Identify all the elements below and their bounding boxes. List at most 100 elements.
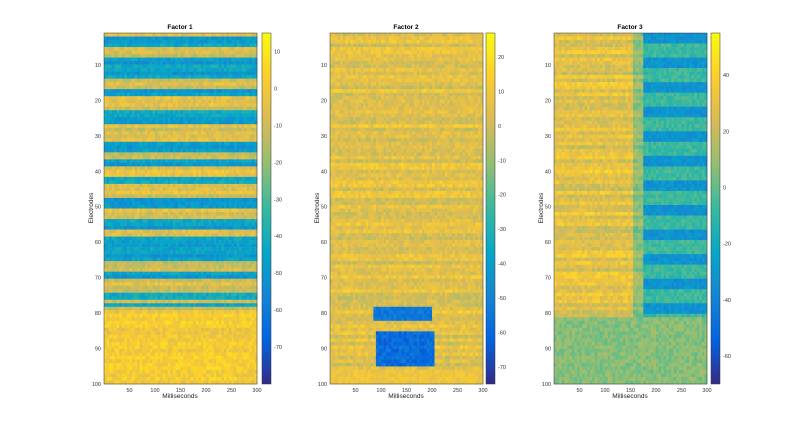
heatmap-cell xyxy=(111,187,115,192)
heatmap-cell xyxy=(155,131,158,136)
heatmap-cell xyxy=(221,201,225,206)
heatmap-cell xyxy=(203,194,207,199)
heatmap-cell xyxy=(177,317,181,322)
heatmap-cell xyxy=(129,296,133,301)
heatmap-cell xyxy=(254,226,258,230)
heatmap-cell xyxy=(180,275,184,279)
heatmap-cell xyxy=(137,317,140,322)
heatmap-cell xyxy=(200,85,204,90)
heatmap-cell xyxy=(177,159,181,164)
heatmap-cell xyxy=(221,166,225,171)
heatmap-cell xyxy=(193,50,197,55)
heatmap-cell xyxy=(147,127,151,132)
heatmap-cell xyxy=(152,117,156,122)
heatmap-cell xyxy=(157,268,161,272)
heatmap-cell xyxy=(221,43,225,48)
heatmap-cell xyxy=(119,120,123,125)
heatmap-cell xyxy=(116,92,120,97)
heatmap-cell xyxy=(162,134,166,139)
heatmap-cell xyxy=(226,271,230,276)
heatmap-cell xyxy=(200,75,204,79)
heatmap-cell xyxy=(198,141,202,146)
heatmap-cell xyxy=(116,148,120,153)
heatmap-cell xyxy=(172,247,176,251)
heatmap-cell xyxy=(228,169,232,174)
heatmap-cell xyxy=(193,33,197,37)
heatmap-cell xyxy=(221,162,225,167)
heatmap-cell xyxy=(185,162,189,167)
heatmap-cell xyxy=(200,103,204,108)
heatmap-cell xyxy=(244,317,248,322)
heatmap-cell xyxy=(157,180,161,185)
heatmap-cell xyxy=(203,310,207,315)
heatmap-cell xyxy=(239,103,242,108)
heatmap-cell xyxy=(104,162,107,167)
heatmap-cell xyxy=(246,96,250,100)
heatmap-cell xyxy=(160,201,163,206)
heatmap-cell xyxy=(236,222,240,227)
heatmap-cell xyxy=(249,124,253,129)
heatmap-cell xyxy=(228,204,232,209)
heatmap-cell xyxy=(129,85,133,90)
heatmap-cell xyxy=(188,254,191,258)
heatmap-cell xyxy=(195,299,199,304)
heatmap-cell xyxy=(142,155,146,160)
heatmap-cell xyxy=(200,40,204,44)
heatmap-cell xyxy=(124,268,128,272)
heatmap-cell xyxy=(195,113,199,118)
heatmap-cell xyxy=(246,285,250,290)
heatmap-cell xyxy=(170,152,174,157)
heatmap-cell xyxy=(160,103,163,108)
heatmap-cell xyxy=(132,71,135,76)
heatmap-cell xyxy=(183,96,186,100)
heatmap-cell xyxy=(211,278,214,283)
heatmap-cell xyxy=(134,64,138,69)
heatmap-cell xyxy=(142,176,146,181)
heatmap-cell xyxy=(111,285,115,290)
heatmap-cell xyxy=(106,250,110,255)
heatmap-cell xyxy=(142,33,146,37)
heatmap-cell xyxy=(111,264,115,269)
heatmap-cell xyxy=(236,82,240,86)
heatmap-cell xyxy=(152,155,156,160)
heatmap-cell xyxy=(193,254,197,258)
heatmap-cell xyxy=(129,99,133,104)
heatmap-cell xyxy=(124,57,128,62)
heatmap-cell xyxy=(234,162,237,167)
heatmap-cell xyxy=(206,82,209,86)
heatmap-cell xyxy=(190,117,194,122)
heatmap-cell xyxy=(251,296,255,301)
heatmap-cell xyxy=(144,180,148,185)
heatmap-cell xyxy=(132,47,135,51)
heatmap-cell xyxy=(162,124,166,129)
heatmap-cell xyxy=(180,117,184,122)
heatmap-cell xyxy=(180,50,184,55)
heatmap-cell xyxy=(203,71,207,76)
heatmap-cell xyxy=(160,85,163,90)
heatmap-cell xyxy=(106,134,110,139)
heatmap-cell xyxy=(134,180,138,185)
heatmap-cell xyxy=(241,106,245,111)
heatmap-cell xyxy=(226,40,230,44)
heatmap-cell xyxy=(226,113,230,118)
heatmap-cell xyxy=(228,127,232,132)
heatmap-cell xyxy=(175,50,179,55)
heatmap-cell xyxy=(137,310,140,315)
heatmap-cell xyxy=(183,190,186,195)
heatmap-cell xyxy=(147,190,151,195)
heatmap-cell xyxy=(234,173,237,178)
heatmap-cell xyxy=(188,141,191,146)
heatmap-cell xyxy=(234,99,237,104)
heatmap-cell xyxy=(206,275,209,279)
heatmap-cell xyxy=(121,120,125,125)
heatmap-cell xyxy=(188,54,191,58)
heatmap-cell xyxy=(203,117,207,122)
heatmap-cell xyxy=(195,131,199,136)
heatmap-cell xyxy=(241,183,245,188)
heatmap-cell xyxy=(116,247,120,251)
heatmap-cell xyxy=(160,320,163,325)
heatmap-cell xyxy=(236,110,240,115)
heatmap-cell xyxy=(223,240,227,244)
heatmap-cell xyxy=(193,243,197,248)
heatmap-cell xyxy=(132,138,135,143)
